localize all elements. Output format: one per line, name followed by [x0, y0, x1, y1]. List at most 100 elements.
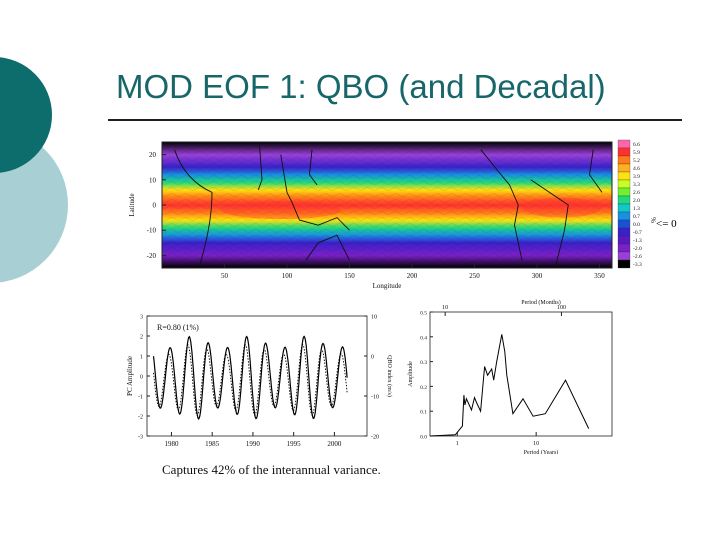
colorbar-swatch	[617, 235, 631, 245]
x-tick-label: 1	[456, 441, 459, 447]
y2-tick-label: 10	[371, 315, 377, 321]
colorbar-label: -2.0	[633, 246, 642, 252]
coastline-america-east	[530, 179, 569, 266]
colorbar-label: -0.7	[633, 230, 642, 236]
x-tick-label: 1995	[287, 440, 302, 448]
heatmap-texture	[162, 142, 612, 268]
colorbar-label: 5.9	[633, 150, 640, 156]
colorbar-swatch	[617, 179, 631, 189]
x-tick-label: 300	[532, 272, 543, 280]
x-tick-label: 100	[282, 272, 293, 280]
y-axis-label: Amplitude	[408, 361, 414, 387]
x-tick-label: 1985	[205, 440, 220, 448]
x-tick-label: 1980	[164, 440, 179, 448]
colorbar-label: -2.6	[633, 254, 642, 260]
y-tick-label: 0.1	[420, 410, 427, 416]
amplitude-spectrum-line	[429, 334, 590, 437]
x2-tick-label: 100	[557, 305, 566, 311]
slide-title: MOD EOF 1: QBO (and Decadal)	[116, 68, 606, 105]
coastline-west-africa	[589, 149, 603, 193]
y-tick-label: 0	[153, 202, 157, 210]
coastline-africa	[174, 149, 213, 266]
y-tick-label: 2	[140, 335, 143, 341]
colorbar-label: 3.9	[633, 174, 640, 180]
y-axis-label: Latitude	[128, 193, 136, 216]
colorbar-swatch	[617, 259, 631, 269]
y2-tick-label: -20	[371, 435, 379, 441]
pc-amplitude-line	[152, 335, 348, 420]
x2-tick-label: 10	[442, 305, 448, 311]
y-tick-label: -10	[147, 227, 157, 235]
colorbar-label: 4.6	[633, 166, 640, 172]
x-tick-label: 250	[469, 272, 480, 280]
y-tick-label: 3	[140, 315, 143, 321]
qbo-index-line	[153, 343, 348, 417]
x-tick-label: 50	[221, 272, 229, 280]
correlation-annotation: R=0.80 (1%)	[157, 323, 199, 332]
y-tick-label: 10	[149, 176, 157, 184]
spectrum-frame	[429, 311, 613, 437]
colorbar-label: 1.3	[633, 206, 640, 212]
y-tick-label: 0.0	[420, 435, 427, 441]
slide-caption: Captures 42% of the interannual variance…	[162, 462, 381, 477]
colorbar-swatch	[617, 251, 631, 261]
colorbar-swatch	[617, 171, 631, 181]
colorbar-swatch	[617, 187, 631, 197]
x-tick-label: 1990	[246, 440, 260, 448]
colorbar-swatch	[617, 163, 631, 173]
colorbar-label: -1.3	[633, 238, 642, 244]
y-tick-label: -3	[138, 435, 143, 441]
warm-anomaly-east	[522, 197, 602, 218]
y-axis-label: PC Amplitude	[126, 356, 134, 396]
y2-tick-label: -10	[371, 395, 379, 401]
colorbar-label: -3.3	[633, 262, 642, 268]
colorbar-swatch	[617, 211, 631, 221]
colorbar-label: 3.3	[633, 182, 640, 188]
colorbar-label: 2.6	[633, 190, 640, 196]
y-tick-label: 0.5	[420, 311, 427, 317]
y2-tick-label: 0	[371, 355, 374, 361]
colorbar-swatch	[617, 203, 631, 213]
colorbar-swatch	[617, 155, 631, 165]
coastline-australia	[305, 234, 350, 261]
x-tick-label: 2000	[327, 440, 342, 448]
y-tick-label: -1	[138, 395, 143, 401]
amplitude-spectrum-chart: 0.0 0.1 0.2 0.3 0.4 0.5 1 10 10 100 Period (Years)…	[408, 299, 613, 454]
x-axis-label: Period (Years)	[524, 449, 559, 454]
y-tick-label: 1	[140, 355, 143, 361]
coastline-indonesia	[280, 154, 350, 231]
pc-amplitude-timeseries-chart: 1980 1985 1990 1995 20003210-1-2-3100-10-20P…	[126, 315, 393, 449]
y-tick-label: -20	[147, 252, 157, 260]
x2-axis-label: Period (Months)	[521, 299, 561, 306]
y-tick-label: -2	[138, 415, 143, 421]
colorbar-title: %	[649, 217, 657, 223]
y-tick-label: 0.4	[420, 335, 427, 341]
x-tick-label: 350	[594, 272, 605, 280]
zero-annotation: <= 0	[656, 218, 677, 230]
colorbar-label: 6.6	[633, 142, 640, 148]
latitude-longitude-map-chart: 50 100 150 200 250 300 35020100-10-20Longitude…	[128, 139, 657, 290]
y2-axis-label: QBO index (m/s)	[386, 355, 393, 397]
coastlines	[174, 144, 603, 266]
warm-anomaly-west	[220, 201, 341, 220]
x-tick-label: 200	[407, 272, 418, 280]
coastline-india	[257, 144, 263, 191]
colorbar-label: 5.2	[633, 158, 640, 164]
x-axis-label: Longitude	[373, 282, 402, 290]
colorbar-label: 0.0	[633, 222, 640, 228]
colorbar-swatch	[617, 219, 631, 229]
coastline-america-west	[480, 149, 523, 261]
coastline-philippines	[309, 149, 318, 186]
decorative-circles	[0, 57, 68, 283]
dark-circle	[0, 57, 52, 173]
colorbar-swatch	[617, 147, 631, 157]
colorbar-swatch	[617, 195, 631, 205]
colorbar-label: 0.7	[633, 214, 640, 220]
x-tick-label: 10	[533, 441, 539, 447]
colorbar-swatch	[617, 227, 631, 237]
y-tick-label: 0.2	[420, 385, 427, 391]
y-tick-label: 0	[140, 375, 143, 381]
y-tick-label: 20	[149, 151, 157, 159]
y-tick-label: 0.3	[420, 360, 427, 366]
colorbar-swatch	[617, 243, 631, 253]
